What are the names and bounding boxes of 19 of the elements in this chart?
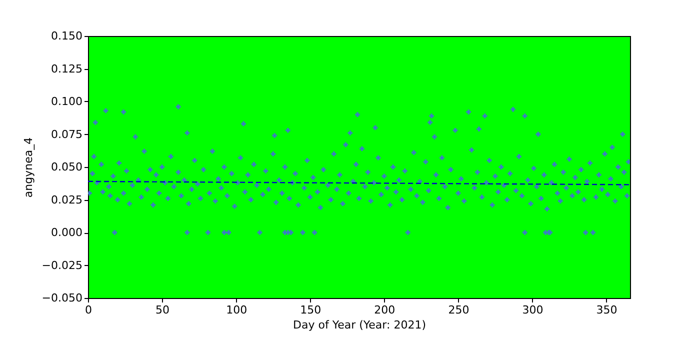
y-tick-label: 0.100 (51, 95, 82, 108)
x-tick-label: 50 (156, 304, 170, 316)
y-tick-label: 0.075 (51, 128, 82, 141)
x-tick-label: 200 (374, 304, 396, 316)
y-tick-label: 0.125 (51, 62, 82, 76)
x-axis-title: Day of Year (Year: 2021) (293, 318, 426, 332)
y-tick-label: 0.150 (51, 30, 82, 42)
x-tick-label: 250 (448, 304, 470, 316)
y-tick-label: −0.050 (42, 292, 82, 304)
y-tick-label: 0.025 (51, 193, 82, 206)
y-tick-label: 0.000 (51, 226, 82, 239)
x-tick-label: 100 (226, 304, 248, 316)
y-tick-label: −0.025 (42, 258, 82, 272)
y-axis-title: angynea_4 (22, 137, 35, 198)
x-tick-label: 300 (522, 304, 544, 316)
x-tick-label: 150 (300, 304, 322, 316)
x-tick-label: 0 (85, 304, 92, 316)
y-tick-label: 0.050 (51, 160, 82, 174)
x-tick-label: 350 (596, 304, 618, 316)
